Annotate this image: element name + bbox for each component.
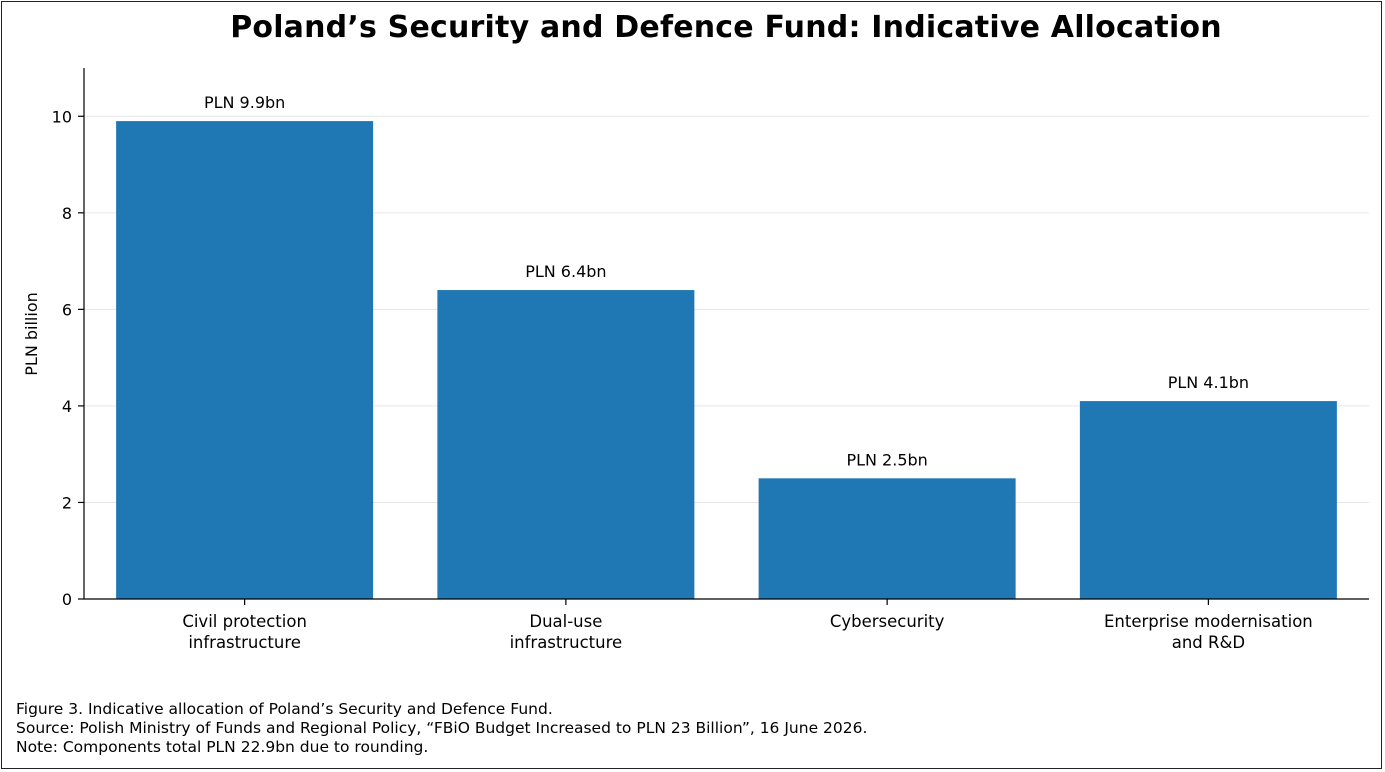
axes: 0 2 4 6 8 10 Civil protection infrastructure Dua… bbox=[52, 68, 1369, 652]
caption-figure: Figure 3. Indicative allocation of Polan… bbox=[16, 700, 553, 718]
caption-source: Source: Polish Ministry of Funds and Reg… bbox=[16, 719, 868, 737]
x-tick-label: Cybersecurity bbox=[830, 612, 945, 631]
bar-2 bbox=[758, 478, 1016, 599]
caption-note: Note: Components total PLN 22.9bn due to… bbox=[16, 738, 429, 756]
data-label: PLN 6.4bn bbox=[525, 262, 606, 281]
y-tick-label: 0 bbox=[62, 590, 72, 609]
bars: PLN 9.9bn PLN 6.4bn PLN 2.5bn PLN 4.1bn bbox=[116, 93, 1337, 599]
bar-chart: PLN 9.9bn PLN 6.4bn PLN 2.5bn PLN 4.1bn 0 2 4… bbox=[22, 68, 1369, 652]
data-label: PLN 4.1bn bbox=[1168, 373, 1249, 392]
y-tick-label: 10 bbox=[52, 107, 72, 126]
y-tick-label: 8 bbox=[62, 204, 72, 223]
figure-caption: Figure 3. Indicative allocation of Polan… bbox=[16, 700, 867, 757]
data-label: PLN 2.5bn bbox=[846, 450, 927, 469]
y-tick-label: 4 bbox=[62, 397, 72, 416]
x-tick-label: infrastructure bbox=[188, 633, 301, 652]
x-tick-label: Enterprise modernisation bbox=[1104, 612, 1313, 631]
chart-title: Poland’s Security and Defence Fund: Indi… bbox=[230, 10, 1222, 45]
bar-1 bbox=[437, 290, 695, 599]
bar-0 bbox=[116, 121, 374, 599]
y-tick-label: 6 bbox=[62, 300, 72, 319]
data-label: PLN 9.9bn bbox=[204, 93, 285, 112]
x-tick-label: Civil protection bbox=[182, 612, 307, 631]
y-axis-label: PLN billion bbox=[22, 292, 41, 375]
x-tick-label: Dual-use bbox=[529, 612, 602, 631]
x-tick-label: and R&D bbox=[1172, 633, 1245, 652]
x-tick-label: infrastructure bbox=[510, 633, 623, 652]
y-tick-label: 2 bbox=[62, 493, 72, 512]
bar-3 bbox=[1079, 401, 1337, 599]
